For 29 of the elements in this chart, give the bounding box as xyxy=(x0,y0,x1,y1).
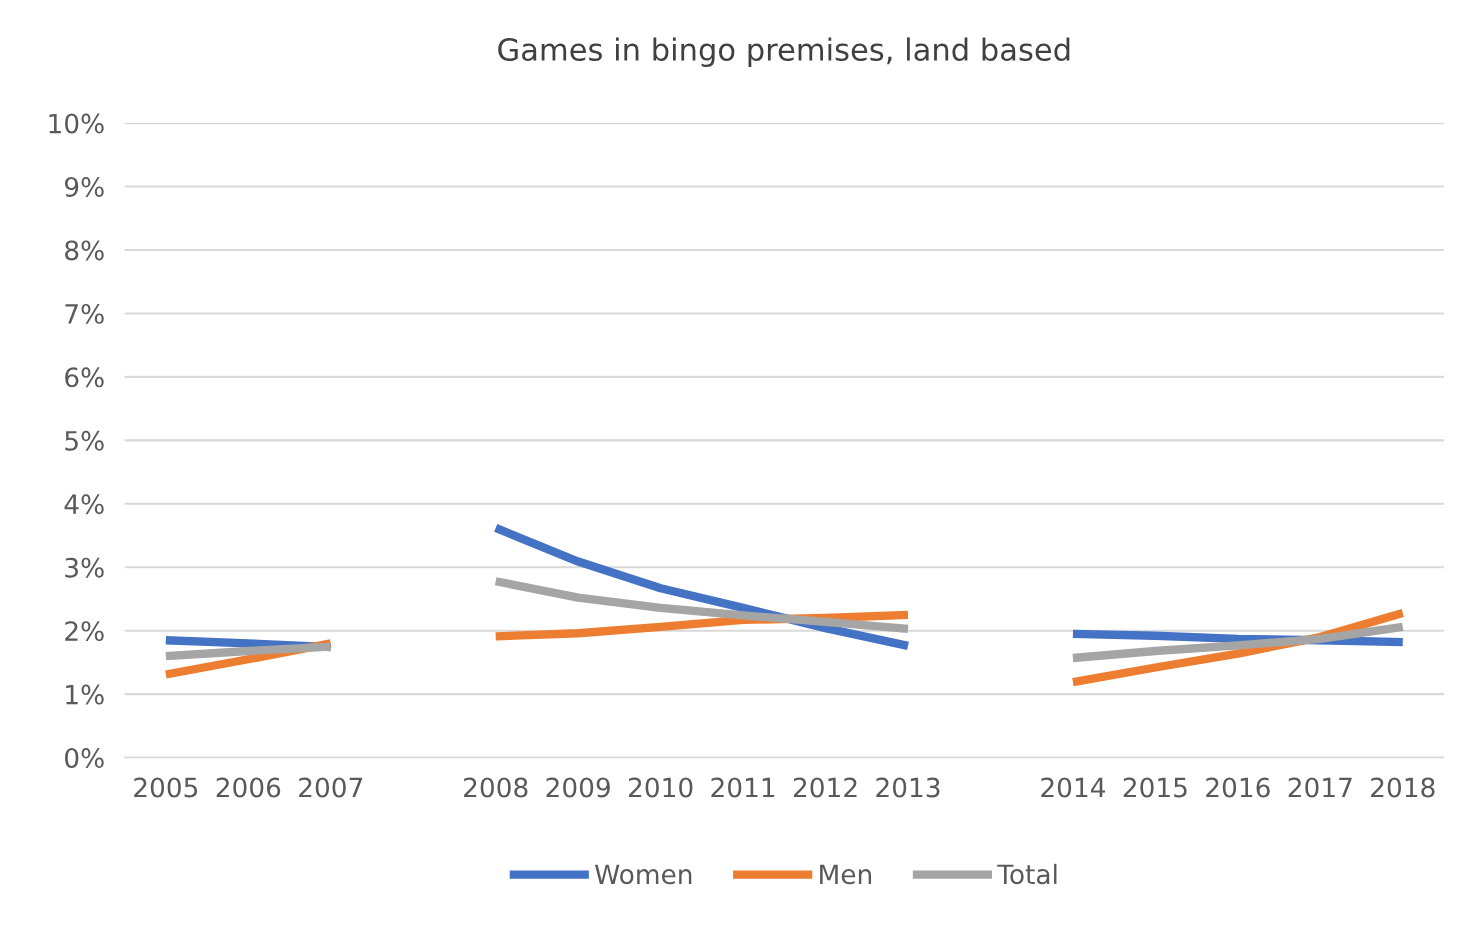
y-tick-label: 7% xyxy=(65,303,104,324)
y-tick-label: 10% xyxy=(49,113,104,134)
x-tick-label: 2010 xyxy=(628,777,693,798)
x-tick-label: 2012 xyxy=(793,777,857,798)
x-tick-label: 2015 xyxy=(1123,777,1187,798)
y-tick-label: 1% xyxy=(66,684,104,705)
y-tick-label: 8% xyxy=(65,240,104,261)
y-tick-label: 9% xyxy=(64,177,104,197)
x-tick-label: 2007 xyxy=(299,777,363,798)
y-tick-label: 5% xyxy=(65,430,104,451)
legend-label: Women xyxy=(595,864,692,885)
y-tick-label: 3% xyxy=(65,557,104,578)
y-tick-label: 4% xyxy=(64,494,104,515)
x-tick-label: 2011 xyxy=(711,777,775,798)
x-tick-label: 2006 xyxy=(216,777,281,798)
legend-label: Total xyxy=(997,863,1057,885)
x-tick-label: 2008 xyxy=(464,777,528,798)
x-tick-label: 2014 xyxy=(1041,777,1106,798)
x-tick-label: 2013 xyxy=(876,777,940,798)
legend-label: Men xyxy=(820,864,872,885)
x-tick-label: 2016 xyxy=(1206,777,1270,798)
y-tick-label: 2% xyxy=(65,621,104,642)
chart-title: Games in bingo premises, land based xyxy=(498,37,1070,67)
x-tick-label: 2018 xyxy=(1371,777,1435,798)
x-tick-label: 2009 xyxy=(546,777,610,798)
x-tick-label: 2017 xyxy=(1288,777,1352,798)
y-tick-label: 6% xyxy=(65,367,104,388)
y-tick-label: 0% xyxy=(65,748,104,768)
x-tick-label: 2005 xyxy=(134,777,198,798)
